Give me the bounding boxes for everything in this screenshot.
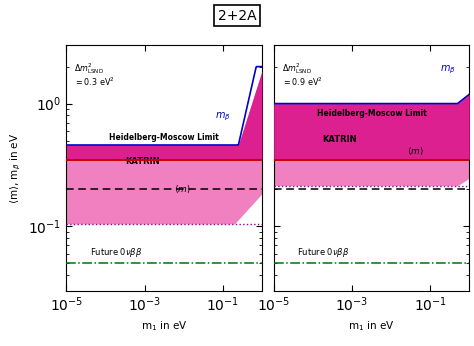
Text: Future $0\nu\beta\beta$: Future $0\nu\beta\beta$ — [90, 246, 142, 259]
Text: KATRIN: KATRIN — [323, 135, 357, 144]
Text: $= 0.3\ \rm eV^2$: $= 0.3\ \rm eV^2$ — [74, 76, 115, 88]
Text: $= 0.9\ \rm eV^2$: $= 0.9\ \rm eV^2$ — [282, 76, 322, 88]
Text: Heidelberg-Moscow Limit: Heidelberg-Moscow Limit — [317, 109, 426, 118]
X-axis label: m$_1$ in eV: m$_1$ in eV — [348, 320, 395, 334]
Text: $\Delta m^2_{\rm LSND}$: $\Delta m^2_{\rm LSND}$ — [74, 61, 104, 76]
Text: $\Delta m^2_{\rm LSND}$: $\Delta m^2_{\rm LSND}$ — [282, 61, 311, 76]
Text: $m_{\beta}$: $m_{\beta}$ — [215, 111, 230, 124]
Text: 2+2A: 2+2A — [218, 9, 256, 22]
X-axis label: m$_1$ in eV: m$_1$ in eV — [141, 320, 187, 334]
Text: $\langle m\rangle$: $\langle m\rangle$ — [407, 146, 424, 157]
Y-axis label: $\langle$m$\rangle$, m$_{\beta}$ in eV: $\langle$m$\rangle$, m$_{\beta}$ in eV — [9, 132, 23, 203]
Text: KATRIN: KATRIN — [125, 157, 160, 166]
Text: $m_{\beta}$: $m_{\beta}$ — [440, 63, 456, 75]
Text: $\langle m\rangle$: $\langle m\rangle$ — [174, 184, 191, 195]
Text: Heidelberg-Moscow Limit: Heidelberg-Moscow Limit — [109, 133, 219, 142]
Text: Future $0\nu\beta\beta$: Future $0\nu\beta\beta$ — [297, 246, 349, 259]
